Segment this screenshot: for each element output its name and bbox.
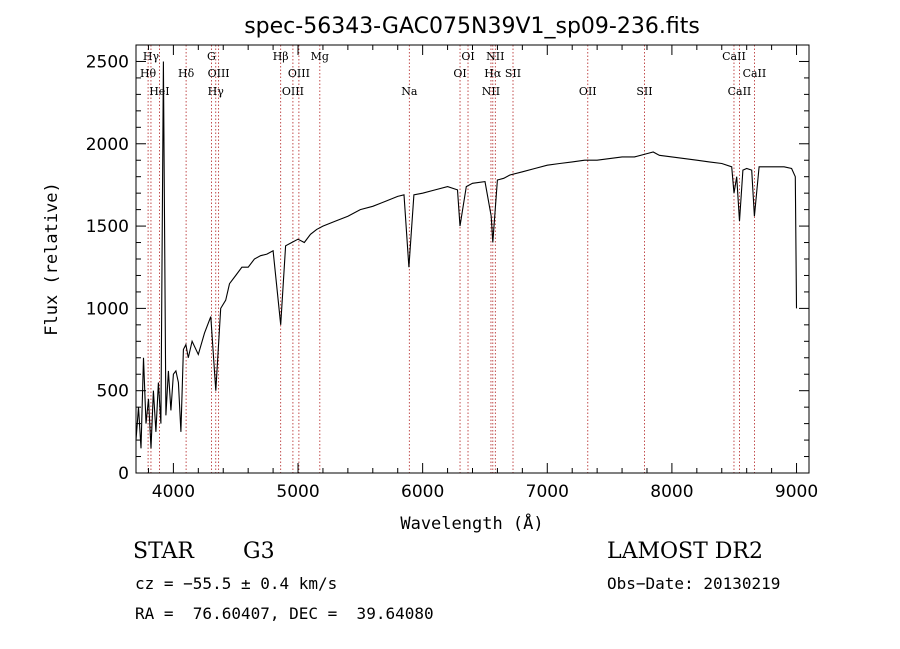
y-tick-label-1: 500	[97, 382, 129, 402]
x-tick-label-0: 4000	[152, 482, 195, 502]
x-tick-label-4: 8000	[650, 482, 693, 502]
line-label-22: CaII	[728, 85, 752, 98]
line-label-4: G	[207, 50, 216, 63]
line-label-7: Hβ	[273, 50, 289, 63]
object-subclass: G3	[243, 539, 275, 564]
line-label-9: OIII	[282, 85, 304, 98]
y-tick-label-2: 1000	[86, 299, 129, 319]
line-label-17: NII	[482, 85, 500, 98]
line-label-0: Hγ	[143, 50, 160, 63]
line-label-14: NII	[486, 50, 504, 63]
line-label-5: OIII	[208, 67, 230, 80]
obs-date-text: Obs−Date: 20130219	[607, 574, 781, 593]
line-label-18: OII	[579, 85, 597, 98]
y-tick-label-0: 0	[118, 464, 129, 484]
y-tick-label-3: 1500	[86, 217, 129, 237]
line-label-10: Mg	[311, 50, 329, 63]
line-label-16: SII	[505, 67, 521, 80]
line-markers	[147, 45, 755, 473]
spectrum-line	[135, 61, 798, 449]
line-label-11: Na	[401, 85, 418, 98]
x-axis: 4000 5000 6000 7000 8000 9000	[147, 45, 818, 502]
line-label-15: Hα	[484, 67, 502, 80]
y-tick-label-5: 2500	[86, 52, 129, 72]
line-label-13: OI	[453, 67, 466, 80]
x-tick-label-3: 7000	[526, 482, 569, 502]
coordinates-text: RA = 76.60407, DEC = 39.64080	[135, 604, 434, 623]
x-tick-label-1: 5000	[276, 482, 319, 502]
x-tick-label-2: 6000	[401, 482, 444, 502]
line-label-1: Hθ	[140, 67, 157, 80]
y-axis: 0 500 1000 1500 2000 2500	[86, 44, 809, 484]
plot-frame	[135, 44, 810, 474]
line-label-6: Hγ	[208, 85, 225, 98]
line-label-8: OIII	[288, 67, 310, 80]
line-label-12: OI	[461, 50, 474, 63]
line-label-21: CaII	[743, 67, 767, 80]
y-axis-label: Flux (relative)	[42, 182, 62, 336]
line-label-2: HeI	[149, 85, 169, 98]
line-label-20: CaII	[722, 50, 746, 63]
x-tick-label-5: 9000	[775, 482, 818, 502]
redshift-text: cz = −55.5 ± 0.4 km/s	[135, 574, 338, 593]
line-label-19: SII	[636, 85, 652, 98]
chart-title: spec-56343-GAC075N39V1_sp09-236.fits	[244, 14, 700, 39]
y-tick-label-4: 2000	[86, 135, 129, 155]
object-type: STAR	[133, 539, 194, 564]
line-label-3: Hδ	[178, 67, 195, 80]
survey-label: LAMOST DR2	[607, 539, 763, 564]
x-axis-label: Wavelength (Å)	[400, 512, 543, 534]
